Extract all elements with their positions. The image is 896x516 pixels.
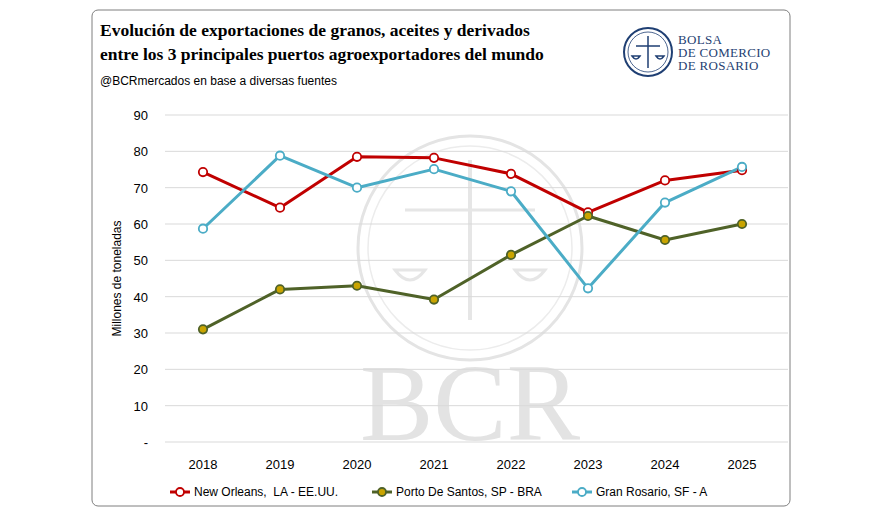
grid-line (165, 442, 788, 443)
marker (507, 187, 515, 195)
legend-marker (578, 488, 586, 496)
grid-line (165, 296, 788, 297)
marker (661, 176, 669, 184)
watermark: BCR (360, 342, 581, 464)
watermark-group: BCR (358, 136, 582, 464)
marker (738, 220, 746, 228)
marker (353, 183, 361, 191)
marker (584, 284, 592, 292)
y-tick-label: 70 (134, 181, 148, 196)
marker (661, 198, 669, 206)
legend-marker (176, 488, 184, 496)
marker (199, 325, 207, 333)
logo-text: DE ROSARIO (678, 58, 759, 73)
x-tick-label: 2020 (343, 457, 372, 472)
marker (430, 295, 438, 303)
y-tick-label: - (144, 435, 148, 450)
watermark-ring (358, 136, 582, 360)
y-tick-label: 40 (134, 290, 148, 305)
y-tick-label: 80 (134, 144, 148, 159)
plot-area (199, 151, 746, 333)
marker (199, 168, 207, 176)
subtitle: @BCRmercados en base a diversas fuentes (100, 74, 337, 88)
marker (507, 251, 515, 259)
grid-line (165, 369, 788, 370)
x-tick-label: 2025 (728, 457, 757, 472)
x-tick-label: 2023 (574, 457, 603, 472)
x-tick-label: 2021 (420, 457, 449, 472)
marker (661, 236, 669, 244)
x-tick-label: 2022 (497, 457, 526, 472)
series-line (203, 156, 742, 289)
grid-line (165, 151, 788, 152)
series-line (203, 157, 742, 213)
title: entre los 3 principales puertos agroexpo… (100, 44, 544, 64)
marker (584, 212, 592, 220)
x-tick-label: 2024 (651, 457, 680, 472)
legend-item: Porto De Santos, SP - BRA (372, 485, 542, 499)
chart: BCR Evolución de exportaciones de granos,… (0, 0, 896, 516)
y-tick-label: 50 (134, 253, 148, 268)
logo-emblem (632, 36, 664, 68)
grid-line (165, 333, 788, 334)
marker (507, 170, 515, 178)
y-axis-title: Millones de toneladas (110, 220, 124, 336)
logo-ring (628, 32, 668, 72)
grid-line (165, 260, 788, 261)
y-tick-label: 30 (134, 326, 148, 341)
marker (430, 165, 438, 173)
marker (738, 163, 746, 171)
x-tick-label: 2019 (266, 457, 295, 472)
watermark-beam (405, 209, 535, 212)
title: Evolución de exportaciones de granos, ac… (100, 20, 530, 40)
legend-item: Gran Rosario, SF - A (572, 485, 707, 499)
grid-line (165, 224, 788, 225)
y-tick-label: 10 (134, 399, 148, 414)
logo-ring (624, 28, 672, 76)
legend-label: New Orleans, LA - EE.UU. (194, 485, 338, 499)
y-tick-label: 20 (134, 362, 148, 377)
marker (353, 153, 361, 161)
grid-line (165, 115, 788, 116)
marker (353, 282, 361, 290)
marker (199, 225, 207, 233)
x-tick-label: 2018 (189, 457, 218, 472)
marker (276, 285, 284, 293)
legend-item: New Orleans, LA - EE.UU. (170, 485, 338, 499)
series-line (203, 216, 742, 329)
legend-label: Porto De Santos, SP - BRA (396, 485, 542, 499)
marker (276, 203, 284, 211)
legend-label: Gran Rosario, SF - A (596, 485, 707, 499)
grid-line (165, 405, 788, 406)
y-tick-label: 90 (134, 108, 148, 123)
legend-marker (378, 488, 386, 496)
logo: BOLSADE COMERCIODE ROSARIO (624, 28, 771, 76)
frame (92, 10, 790, 506)
y-tick-label: 60 (134, 217, 148, 232)
watermark-staff (468, 160, 472, 320)
marker (276, 151, 284, 159)
marker (430, 154, 438, 162)
